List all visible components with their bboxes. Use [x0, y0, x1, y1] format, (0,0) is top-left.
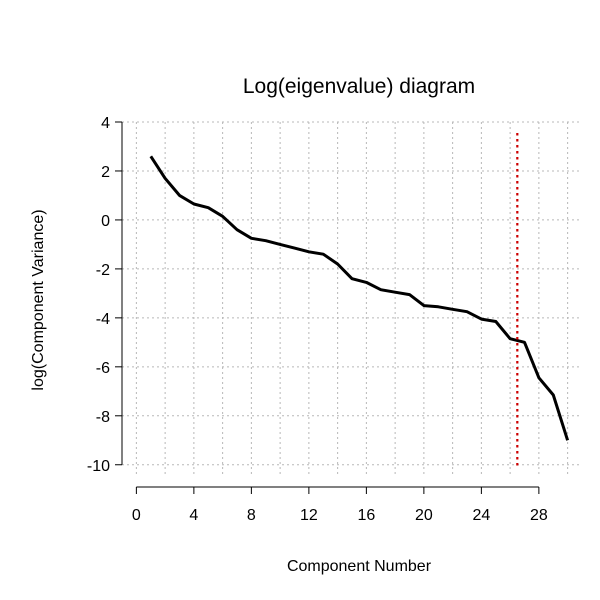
- x-tick-label-28: 28: [530, 507, 548, 524]
- y-tick-label--8: -8: [96, 409, 110, 426]
- y-tick-label--2: -2: [96, 262, 110, 279]
- y-tick-label--10: -10: [87, 458, 110, 475]
- x-tick-label-0: 0: [132, 507, 141, 524]
- grid: [122, 121, 582, 477]
- x-axis-label: Component Number: [287, 558, 432, 575]
- x-tick-label-24: 24: [472, 507, 490, 524]
- y-tick-label-0: 0: [101, 213, 110, 230]
- y-tick-label--6: -6: [96, 360, 110, 377]
- x-tick-label-4: 4: [189, 507, 198, 524]
- chart-title: Log(eigenvalue) diagram: [243, 75, 475, 98]
- y-tick-label-4: 4: [101, 115, 110, 132]
- x-tick-label-12: 12: [300, 507, 318, 524]
- series-layer: [149, 155, 570, 441]
- series-line-0: [149, 155, 570, 441]
- axes: [121, 122, 539, 488]
- y-axis-ticks: -10 -8 -6 -4 -2 0 2 4: [87, 115, 122, 475]
- x-tick-label-16: 16: [357, 507, 375, 524]
- x-tick-label-20: 20: [415, 507, 433, 524]
- y-tick-label--4: -4: [96, 311, 110, 328]
- y-tick-label-2: 2: [101, 164, 110, 181]
- y-axis-label: log(Component Variance): [30, 209, 47, 390]
- x-tick-label-8: 8: [247, 507, 256, 524]
- x-axis-ticks: 0 4 8 12 16 20 24 28: [132, 487, 548, 524]
